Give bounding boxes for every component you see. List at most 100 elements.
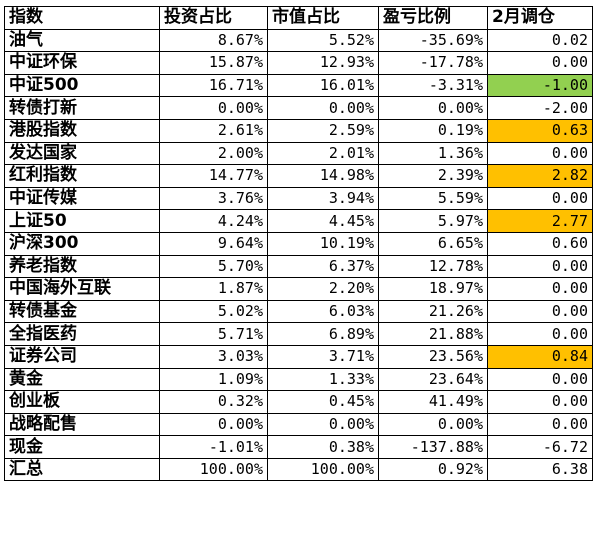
- market-ratio-cell: 0.38%: [267, 435, 379, 459]
- market-ratio-cell: 100.00%: [267, 457, 379, 482]
- market-ratio-cell: 0.00%: [267, 96, 379, 120]
- table-row: 转债基金 5.02% 6.03% 21.26% 0.00: [4, 299, 593, 324]
- feb-adjust-cell: -6.72: [487, 435, 593, 459]
- pnl-ratio-cell: -137.88%: [378, 435, 488, 459]
- invest-ratio-cell: 8.67%: [159, 28, 268, 53]
- pnl-ratio-cell: 0.92%: [378, 457, 488, 482]
- market-ratio-cell: 6.03%: [267, 299, 379, 324]
- feb-adjust-cell: -1.00: [487, 73, 593, 98]
- header-invest-ratio: 投资占比: [159, 6, 268, 30]
- invest-ratio-cell: 1.87%: [159, 277, 268, 301]
- invest-ratio-cell: 14.77%: [159, 164, 268, 188]
- pnl-ratio-cell: 23.56%: [378, 344, 488, 369]
- pnl-ratio-cell: 0.00%: [378, 96, 488, 120]
- market-ratio-cell: 1.33%: [267, 367, 379, 392]
- invest-ratio-cell: 2.61%: [159, 118, 268, 143]
- pnl-ratio-cell: 1.36%: [378, 141, 488, 166]
- table-row: 中国海外互联 1.87% 2.20% 18.97% 0.00: [4, 277, 593, 301]
- feb-adjust-cell: 0.84: [487, 344, 593, 369]
- index-name-cell: 发达国家: [4, 141, 160, 166]
- header-row: 指数 投资占比 市值占比 盈亏比例 2月调仓: [4, 6, 593, 30]
- market-ratio-cell: 3.94%: [267, 186, 379, 211]
- index-name-cell: 中证传媒: [4, 186, 160, 211]
- feb-adjust-cell: 0.02: [487, 28, 593, 53]
- table-row: 上证50 4.24% 4.45% 5.97% 2.77: [4, 209, 593, 233]
- index-name-cell: 转债打新: [4, 96, 160, 120]
- pnl-ratio-cell: 41.49%: [378, 390, 488, 414]
- index-name-cell: 红利指数: [4, 164, 160, 188]
- market-ratio-cell: 6.89%: [267, 322, 379, 346]
- invest-ratio-cell: 16.71%: [159, 73, 268, 98]
- invest-ratio-cell: 5.02%: [159, 299, 268, 324]
- pnl-ratio-cell: 21.88%: [378, 322, 488, 346]
- header-index: 指数: [4, 6, 160, 30]
- invest-ratio-cell: 5.70%: [159, 254, 268, 279]
- pnl-ratio-cell: -35.69%: [378, 28, 488, 53]
- index-name-cell: 上证50: [4, 209, 160, 233]
- feb-adjust-cell: 0.00: [487, 186, 593, 211]
- feb-adjust-cell: 2.77: [487, 209, 593, 233]
- market-ratio-cell: 10.19%: [267, 231, 379, 256]
- feb-adjust-cell: 0.00: [487, 412, 593, 437]
- pnl-ratio-cell: 12.78%: [378, 254, 488, 279]
- market-ratio-cell: 0.00%: [267, 412, 379, 437]
- feb-adjust-cell: 0.63: [487, 118, 593, 143]
- invest-ratio-cell: 100.00%: [159, 457, 268, 482]
- market-ratio-cell: 0.45%: [267, 390, 379, 414]
- index-name-cell: 证券公司: [4, 344, 160, 369]
- table-row: 转债打新 0.00% 0.00% 0.00% -2.00: [4, 96, 593, 120]
- pnl-ratio-cell: 0.19%: [378, 118, 488, 143]
- feb-adjust-cell: 0.00: [487, 51, 593, 75]
- pnl-ratio-cell: 6.65%: [378, 231, 488, 256]
- index-name-cell: 沪深300: [4, 231, 160, 256]
- table-row: 战略配售 0.00% 0.00% 0.00% 0.00: [4, 412, 593, 437]
- market-ratio-cell: 12.93%: [267, 51, 379, 75]
- invest-ratio-cell: 4.24%: [159, 209, 268, 233]
- table-header: 指数 投资占比 市值占比 盈亏比例 2月调仓: [4, 6, 593, 30]
- feb-adjust-cell: 0.00: [487, 390, 593, 414]
- invest-ratio-cell: 1.09%: [159, 367, 268, 392]
- market-ratio-cell: 16.01%: [267, 73, 379, 98]
- table-row: 油气 8.67% 5.52% -35.69% 0.02: [4, 28, 593, 53]
- feb-adjust-cell: 6.38: [487, 457, 593, 482]
- header-feb-adjust: 2月调仓: [487, 6, 593, 30]
- market-ratio-cell: 14.98%: [267, 164, 379, 188]
- index-name-cell: 油气: [4, 28, 160, 53]
- index-name-cell: 战略配售: [4, 412, 160, 437]
- table-row: 黄金 1.09% 1.33% 23.64% 0.00: [4, 367, 593, 392]
- feb-adjust-cell: 0.00: [487, 141, 593, 166]
- index-name-cell: 全指医药: [4, 322, 160, 346]
- market-ratio-cell: 4.45%: [267, 209, 379, 233]
- pnl-ratio-cell: 18.97%: [378, 277, 488, 301]
- invest-ratio-cell: 9.64%: [159, 231, 268, 256]
- header-market-ratio: 市值占比: [267, 6, 379, 30]
- index-name-cell: 养老指数: [4, 254, 160, 279]
- pnl-ratio-cell: 5.59%: [378, 186, 488, 211]
- table-body: 油气 8.67% 5.52% -35.69% 0.02 中证环保 15.87% 12.93% -…: [4, 28, 593, 482]
- feb-adjust-cell: 0.00: [487, 322, 593, 346]
- index-name-cell: 中国海外互联: [4, 277, 160, 301]
- table-row: 创业板 0.32% 0.45% 41.49% 0.00: [4, 390, 593, 414]
- invest-ratio-cell: 3.76%: [159, 186, 268, 211]
- market-ratio-cell: 5.52%: [267, 28, 379, 53]
- header-pnl-ratio: 盈亏比例: [378, 6, 488, 30]
- index-name-cell: 港股指数: [4, 118, 160, 143]
- table-row: 发达国家 2.00% 2.01% 1.36% 0.00: [4, 141, 593, 166]
- invest-ratio-cell: 15.87%: [159, 51, 268, 75]
- table-row: 沪深300 9.64% 10.19% 6.65% 0.60: [4, 231, 593, 256]
- pnl-ratio-cell: 21.26%: [378, 299, 488, 324]
- feb-adjust-cell: -2.00: [487, 96, 593, 120]
- invest-ratio-cell: 2.00%: [159, 141, 268, 166]
- pnl-ratio-cell: 5.97%: [378, 209, 488, 233]
- invest-ratio-cell: 0.32%: [159, 390, 268, 414]
- feb-adjust-cell: 0.00: [487, 367, 593, 392]
- index-name-cell: 中证500: [4, 73, 160, 98]
- index-name-cell: 转债基金: [4, 299, 160, 324]
- table-row: 全指医药 5.71% 6.89% 21.88% 0.00: [4, 322, 593, 346]
- market-ratio-cell: 2.59%: [267, 118, 379, 143]
- feb-adjust-cell: 2.82: [487, 164, 593, 188]
- pnl-ratio-cell: 23.64%: [378, 367, 488, 392]
- invest-ratio-cell: 3.03%: [159, 344, 268, 369]
- feb-adjust-cell: 0.60: [487, 231, 593, 256]
- table-row: 红利指数 14.77% 14.98% 2.39% 2.82: [4, 164, 593, 188]
